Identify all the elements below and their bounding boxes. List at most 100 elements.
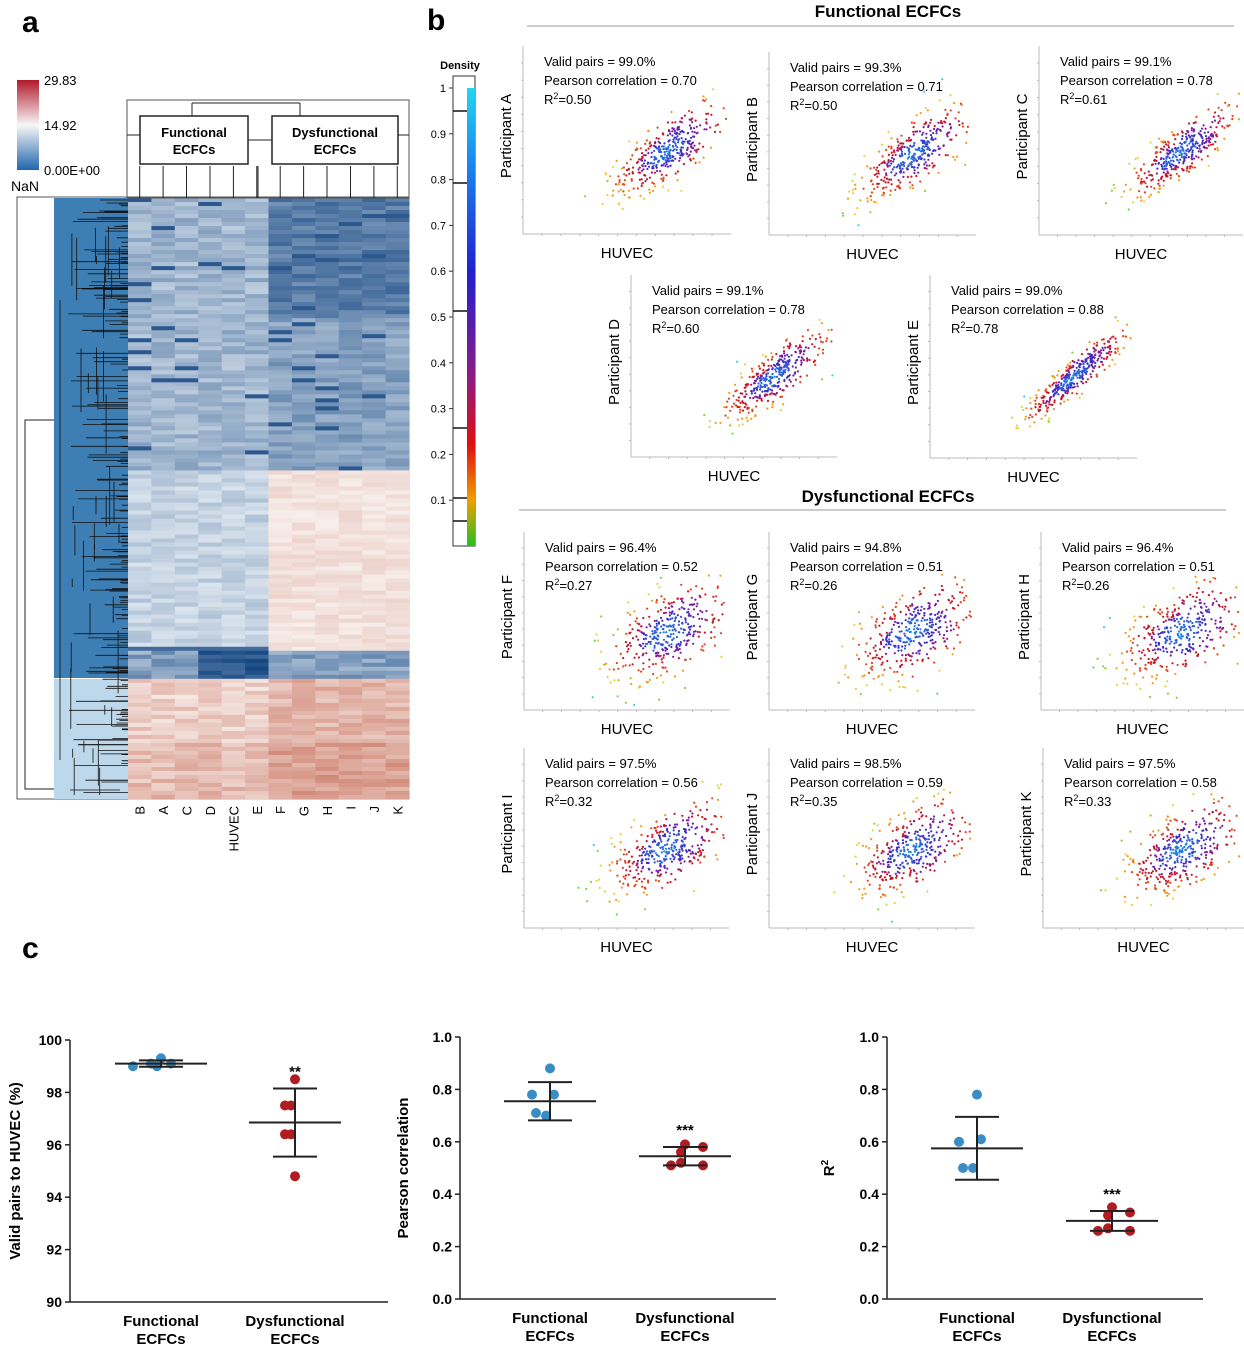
scatter-point (927, 158, 930, 161)
scatter-point (910, 165, 914, 168)
scatter-point (771, 403, 774, 406)
heatmap-cell (315, 230, 340, 235)
scatter-point (681, 141, 684, 144)
scatter-point (710, 631, 713, 634)
heatmap-cell (174, 714, 199, 720)
scatter-point (1030, 407, 1033, 410)
scatter-point (673, 675, 677, 678)
scatter-point (905, 629, 908, 632)
heatmap-cell (315, 242, 340, 247)
heatmap-cell (174, 298, 199, 303)
scatter-point (1162, 140, 1165, 143)
scatter-point (1162, 171, 1165, 174)
heatmap-cell (198, 306, 223, 311)
heatmap-cell (128, 766, 152, 772)
scatter-point (1140, 651, 1143, 654)
heatmap-cell (245, 218, 269, 223)
scatter-point (909, 144, 912, 147)
heatmap-cell (198, 694, 223, 700)
scatter-point (890, 151, 893, 154)
heatmap-cell (268, 458, 293, 463)
scatter-point (900, 153, 904, 156)
heatmap-cell (174, 626, 199, 632)
heatmap-cell (338, 606, 363, 612)
scatter-point (679, 641, 683, 644)
heatmap-cell (128, 794, 152, 800)
scatter-point (645, 681, 648, 684)
heatmap-cell (338, 786, 363, 792)
scatter-point (661, 628, 665, 631)
scatter-point (612, 668, 615, 671)
scatter-point (661, 185, 665, 188)
scatter-point (751, 370, 754, 373)
scatter-point (1142, 605, 1145, 609)
heatmap-cell (151, 686, 176, 692)
scatter-point (1189, 626, 1192, 629)
heatmap-cell (315, 470, 340, 475)
heatmap-cell (221, 450, 246, 455)
heatmap-cell (268, 602, 293, 608)
heatmap-cell (338, 730, 363, 736)
scatter-point (640, 182, 644, 185)
scatter-point (927, 147, 931, 151)
heatmap-cell (385, 502, 410, 507)
heatmap-cell (221, 458, 246, 463)
scatter-point (798, 344, 802, 347)
heatmap-cell (128, 310, 152, 315)
heatmap-cell (315, 218, 340, 223)
scatter-point (689, 158, 692, 161)
heatmap-cell (174, 238, 199, 243)
heatmap-cell (198, 782, 223, 788)
heatmap-cell (128, 442, 152, 447)
scatter-point (774, 364, 777, 368)
heatmap-cell (151, 642, 176, 648)
scatter-point (919, 112, 922, 115)
scatter-point (788, 378, 791, 381)
scatter-point (613, 892, 616, 896)
heatmap-cell (315, 342, 340, 347)
heatmap-cell (245, 462, 269, 467)
heatmap-cell (338, 682, 363, 688)
heatmap-cell (174, 246, 199, 251)
scatter-point (923, 158, 926, 161)
heatmap-cell (385, 454, 410, 459)
scatter-point (1169, 174, 1172, 177)
heatmap-cell (151, 722, 176, 728)
heatmap-cell (128, 446, 152, 451)
scatter-point (662, 178, 665, 181)
heatmap-cell (174, 410, 199, 415)
scatter-point (1200, 149, 1203, 152)
heatmap-cell (245, 762, 269, 768)
scatter-point (650, 144, 653, 147)
scatter-point (786, 375, 789, 378)
heatmap-cell (151, 778, 176, 784)
scatter-point (777, 377, 781, 381)
heatmap-cell (151, 238, 176, 243)
heatmap-cell (128, 506, 152, 511)
scatter-point (936, 692, 939, 695)
scatter-point (703, 631, 706, 634)
scatter-point (923, 163, 926, 166)
heatmap-cell (128, 394, 152, 399)
scatter-point (661, 164, 665, 167)
scatter-point (921, 658, 924, 661)
heatmap-cell (174, 202, 199, 207)
scatter-point (630, 179, 633, 182)
heatmap-cell (362, 418, 386, 423)
pearson-label: Pearson correlation = 0.78 (1060, 73, 1213, 88)
scatter-point (1170, 640, 1173, 643)
scatter-point (944, 621, 947, 624)
scatter-point (807, 347, 810, 350)
scatter-point (1188, 649, 1191, 652)
scatter-point (1072, 374, 1075, 377)
heatmap-cell (338, 198, 363, 203)
scatter-point (653, 850, 656, 853)
scatter-point (1102, 665, 1105, 668)
scatter-point (922, 150, 925, 153)
scatter-point (883, 612, 887, 615)
heatmap-cell (291, 642, 316, 648)
heatmap-cell (128, 450, 152, 455)
heatmap-cell (174, 778, 199, 784)
heatmap-cell (338, 590, 363, 596)
scatter-point (726, 400, 729, 403)
